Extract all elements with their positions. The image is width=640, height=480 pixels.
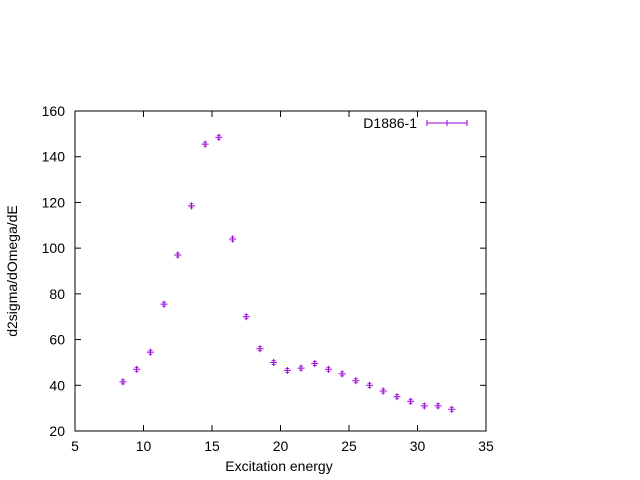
data-point bbox=[448, 405, 456, 413]
legend-label: D1886-1 bbox=[363, 115, 417, 131]
x-tick-label: 15 bbox=[204, 438, 220, 454]
x-tick-label: 25 bbox=[341, 438, 357, 454]
y-tick-label: 100 bbox=[42, 240, 66, 256]
data-point bbox=[242, 313, 250, 321]
x-tick-label: 5 bbox=[71, 438, 79, 454]
data-point bbox=[352, 377, 360, 385]
x-tick-label: 35 bbox=[478, 438, 494, 454]
legend-sample bbox=[426, 120, 468, 126]
x-tick-label: 30 bbox=[410, 438, 426, 454]
x-tick-label: 20 bbox=[273, 438, 289, 454]
data-point bbox=[297, 364, 305, 372]
data-point bbox=[311, 360, 319, 368]
data-point bbox=[119, 378, 127, 386]
x-tick-label: 10 bbox=[136, 438, 152, 454]
data-point bbox=[324, 365, 332, 373]
axis-ticks bbox=[74, 110, 487, 432]
y-tick-label: 20 bbox=[49, 423, 65, 439]
y-tick-labels: 20 40 60 80 100 120 140 160 bbox=[42, 103, 66, 439]
data-point bbox=[187, 202, 195, 210]
data-point bbox=[393, 393, 401, 401]
data-point bbox=[256, 345, 264, 353]
data-point bbox=[215, 133, 223, 141]
x-tick-labels: 5 10 15 20 25 30 35 bbox=[71, 438, 494, 454]
data-point bbox=[133, 365, 141, 373]
y-tick-label: 80 bbox=[49, 286, 65, 302]
data-point bbox=[407, 397, 415, 405]
y-tick-label: 160 bbox=[42, 103, 66, 119]
data-point bbox=[283, 366, 291, 374]
data-point bbox=[174, 251, 182, 259]
data-point bbox=[270, 358, 278, 366]
y-tick-label: 60 bbox=[49, 332, 65, 348]
y-tick-label: 40 bbox=[49, 377, 65, 393]
data-point bbox=[160, 300, 168, 308]
data-point bbox=[201, 140, 209, 148]
data-point bbox=[366, 381, 374, 389]
data-point bbox=[146, 348, 154, 356]
data-points bbox=[119, 133, 456, 413]
data-point bbox=[420, 402, 428, 410]
legend: D1886-1 bbox=[363, 115, 468, 131]
data-point bbox=[379, 387, 387, 395]
data-point bbox=[434, 402, 442, 410]
data-point bbox=[229, 235, 237, 243]
y-axis-label: d2sigma/dOmega/dE bbox=[4, 205, 20, 337]
x-axis-label: Excitation energy bbox=[225, 458, 332, 474]
y-tick-label: 140 bbox=[42, 149, 66, 165]
data-point bbox=[338, 370, 346, 378]
y-tick-label: 120 bbox=[42, 194, 66, 210]
